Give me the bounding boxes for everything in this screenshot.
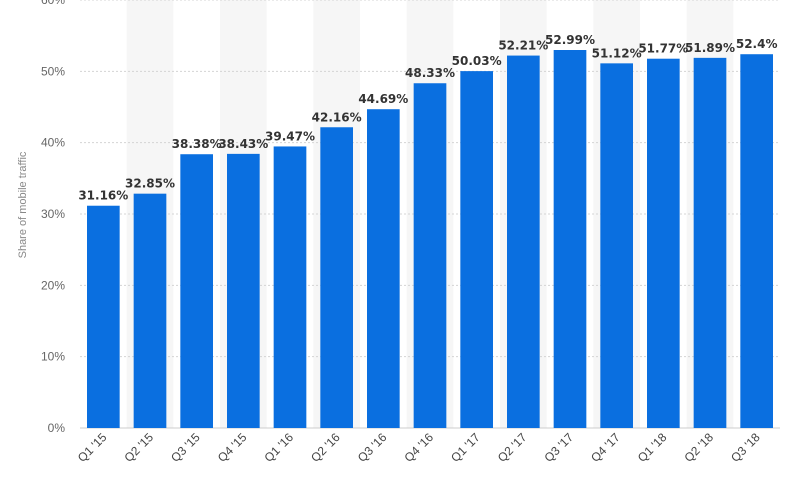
x-tick-label: Q4 '15	[215, 430, 250, 465]
x-axis-ticks: Q1 '15 Q2 '15 Q3 '15 Q4 '15 Q1 '16 Q2 '16 Q3 '…	[75, 430, 763, 465]
data-label: 39.47%	[265, 129, 315, 143]
bar	[180, 154, 213, 429]
data-label: 42.16%	[312, 110, 362, 124]
x-tick-label: Q1 '15	[75, 430, 110, 465]
data-label: 38.43%	[218, 137, 268, 151]
bar	[553, 50, 587, 428]
bar	[600, 63, 633, 429]
y-axis-label: Share of mobile traffic	[17, 151, 29, 258]
bar	[693, 57, 727, 429]
y-tick-label: 10%	[41, 350, 65, 364]
bar	[87, 205, 120, 428]
data-label: 52.21%	[498, 39, 548, 53]
data-labels: 31.16%32.85% 38.38%38.43%39.47% 42.16% 44.6…	[78, 33, 777, 203]
data-label: 50.03%	[452, 54, 502, 68]
data-label: 44.69%	[358, 92, 408, 106]
x-tick-label: Q3 '18	[728, 430, 763, 465]
bar	[460, 71, 493, 429]
y-tick-label: 50%	[41, 64, 65, 78]
bar	[647, 58, 680, 428]
x-tick-label: Q2 '18	[681, 430, 716, 465]
data-label: 51.89%	[685, 41, 735, 55]
bar	[320, 127, 353, 428]
x-tick-label: Q3 '15	[168, 430, 203, 465]
x-tick-label: Q3 '17	[541, 430, 576, 465]
y-tick-label: 60%	[41, 0, 65, 7]
y-tick-label: 30%	[41, 207, 65, 221]
bar	[507, 55, 540, 429]
data-label: 48.33%	[405, 66, 455, 80]
data-label: 51.77%	[638, 42, 688, 56]
y-tick-label: 0%	[48, 421, 66, 435]
x-tick-label: Q2 '17	[495, 430, 530, 465]
bar	[273, 146, 307, 428]
y-axis-ticks: 0% 10% 20% 30% 40% 50% 60%	[41, 0, 65, 435]
bar	[740, 54, 773, 429]
bar	[367, 109, 400, 428]
y-tick-label: 40%	[41, 136, 65, 150]
x-tick-label: Q1 '17	[448, 430, 483, 465]
y-tick-label: 20%	[41, 278, 65, 292]
bars	[87, 50, 773, 429]
bar	[133, 193, 167, 428]
x-tick-label: Q1 '16	[261, 430, 296, 465]
bar	[227, 153, 260, 428]
data-label: 52.4%	[736, 37, 778, 51]
data-label: 51.12%	[592, 46, 642, 60]
x-tick-label: Q2 '16	[308, 430, 343, 465]
x-tick-label: Q4 '16	[401, 430, 436, 465]
data-label: 38.38%	[172, 137, 222, 151]
x-tick-label: Q3 '16	[355, 430, 390, 465]
x-tick-label: Q2 '15	[121, 430, 156, 465]
data-label: 52.99%	[545, 33, 595, 47]
bar	[413, 83, 447, 428]
x-tick-label: Q1 '18	[635, 430, 670, 465]
x-tick-label: Q4 '17	[588, 430, 623, 465]
data-label: 31.16%	[78, 189, 128, 203]
data-label: 32.85%	[125, 177, 175, 191]
